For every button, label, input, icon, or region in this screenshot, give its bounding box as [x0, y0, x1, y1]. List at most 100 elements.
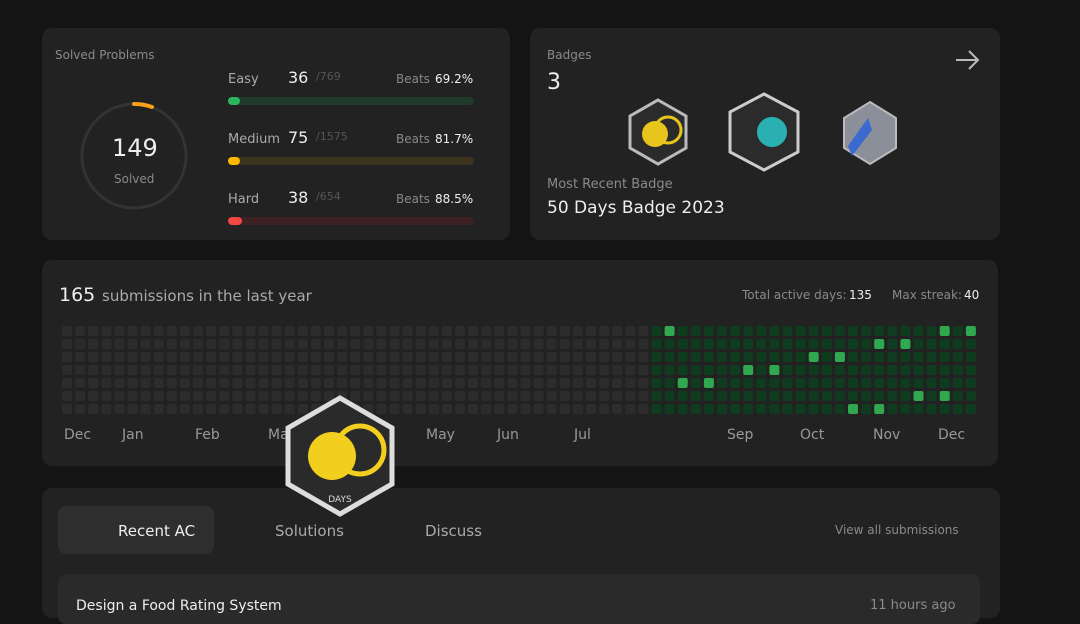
heat-cell[interactable]	[258, 326, 269, 336]
heat-cell[interactable]	[75, 352, 86, 362]
heat-cell[interactable]	[808, 391, 819, 401]
heat-cell[interactable]	[428, 378, 439, 388]
heat-cell[interactable]	[887, 326, 898, 336]
tab[interactable]: Solutions	[275, 522, 344, 540]
heat-cell[interactable]	[913, 352, 924, 362]
heat-cell[interactable]	[821, 339, 832, 349]
heat-cell[interactable]	[730, 352, 741, 362]
heat-cell[interactable]	[101, 339, 112, 349]
heat-cell[interactable]	[703, 326, 714, 336]
heat-cell[interactable]	[782, 352, 793, 362]
heat-cell[interactable]	[599, 365, 610, 375]
heat-cell[interactable]	[690, 365, 701, 375]
heat-cell[interactable]	[75, 391, 86, 401]
heat-cell[interactable]	[193, 326, 203, 336]
heat-cell[interactable]	[245, 352, 256, 362]
heat-cell[interactable]	[193, 339, 203, 349]
heat-cell[interactable]	[546, 365, 557, 375]
heat-cell[interactable]	[625, 326, 636, 336]
heat-cell[interactable]	[952, 378, 963, 388]
heat-cell[interactable]	[664, 365, 675, 375]
heat-cell[interactable]	[861, 404, 872, 414]
heat-cell[interactable]	[389, 404, 400, 414]
heat-cell[interactable]	[664, 378, 675, 388]
heat-cell[interactable]	[546, 339, 557, 349]
heat-cell[interactable]	[887, 365, 898, 375]
heat-cell[interactable]	[310, 391, 321, 401]
heat-cell[interactable]	[402, 365, 413, 375]
heat-cell[interactable]	[808, 326, 819, 336]
heat-cell[interactable]	[952, 365, 963, 375]
heat-cell[interactable]	[271, 404, 282, 414]
heat-cell[interactable]	[166, 352, 177, 362]
heat-cell[interactable]	[677, 404, 688, 414]
heat-cell[interactable]	[114, 378, 125, 388]
heat-cell[interactable]	[782, 404, 793, 414]
heat-cell[interactable]	[717, 352, 727, 362]
heat-cell[interactable]	[834, 339, 845, 349]
heat-cell[interactable]	[965, 339, 976, 349]
heat-cell[interactable]	[310, 326, 321, 336]
heat-cell[interactable]	[612, 391, 623, 401]
heat-cell[interactable]	[926, 404, 937, 414]
heat-cell[interactable]	[559, 404, 570, 414]
heat-cell[interactable]	[297, 365, 308, 375]
heat-cell[interactable]	[271, 365, 282, 375]
heat-cell[interactable]	[415, 391, 426, 401]
heat-cell[interactable]	[874, 391, 885, 401]
heat-cell[interactable]	[638, 378, 649, 388]
heat-cell[interactable]	[769, 339, 780, 349]
heat-cell[interactable]	[232, 404, 243, 414]
heat-cell[interactable]	[664, 404, 675, 414]
heat-cell[interactable]	[926, 326, 937, 336]
heat-cell[interactable]	[717, 326, 727, 336]
heat-cell[interactable]	[127, 339, 138, 349]
heat-cell[interactable]	[389, 326, 400, 336]
heat-cell[interactable]	[717, 404, 727, 414]
heat-cell[interactable]	[638, 365, 649, 375]
heat-cell[interactable]	[638, 339, 649, 349]
view-all[interactable]: View all submissions	[835, 523, 959, 537]
heat-cell[interactable]	[245, 378, 256, 388]
heat-cell[interactable]	[62, 339, 72, 349]
heat-cell[interactable]	[324, 352, 334, 362]
heat-cell[interactable]	[756, 352, 767, 362]
heat-cell[interactable]	[127, 391, 138, 401]
heat-cell[interactable]	[821, 365, 832, 375]
heat-cell[interactable]	[232, 339, 243, 349]
heat-cell[interactable]	[389, 339, 400, 349]
heat-cell[interactable]	[586, 352, 596, 362]
heat-cell[interactable]	[808, 378, 819, 388]
heat-cell[interactable]	[782, 391, 793, 401]
heat-cell[interactable]	[782, 339, 793, 349]
heat-cell[interactable]	[468, 404, 479, 414]
heat-cell[interactable]	[664, 326, 675, 336]
heat-cell[interactable]	[848, 326, 858, 336]
heat-cell[interactable]	[743, 404, 754, 414]
heat-cell[interactable]	[310, 352, 321, 362]
heat-cell[interactable]	[599, 391, 610, 401]
heat-cell[interactable]	[206, 365, 217, 375]
heat-cell[interactable]	[62, 352, 72, 362]
heat-cell[interactable]	[232, 378, 243, 388]
heat-cell[interactable]	[795, 391, 806, 401]
heat-cell[interactable]	[926, 339, 937, 349]
heat-cell[interactable]	[795, 352, 806, 362]
heat-cell[interactable]	[834, 365, 845, 375]
heat-cell[interactable]	[350, 391, 361, 401]
heat-cell[interactable]	[887, 404, 898, 414]
heat-cell[interactable]	[127, 352, 138, 362]
tab[interactable]: Discuss	[425, 522, 482, 540]
heat-cell[interactable]	[219, 365, 230, 375]
heat-cell[interactable]	[559, 326, 570, 336]
heat-cell[interactable]	[690, 378, 701, 388]
heat-cell[interactable]	[795, 378, 806, 388]
heat-cell[interactable]	[206, 404, 217, 414]
heat-cell[interactable]	[546, 326, 557, 336]
heat-cell[interactable]	[572, 352, 583, 362]
heat-cell[interactable]	[769, 326, 780, 336]
heat-cell[interactable]	[808, 339, 819, 349]
heat-cell[interactable]	[297, 404, 308, 414]
heat-cell[interactable]	[913, 326, 924, 336]
heat-cell[interactable]	[376, 404, 387, 414]
